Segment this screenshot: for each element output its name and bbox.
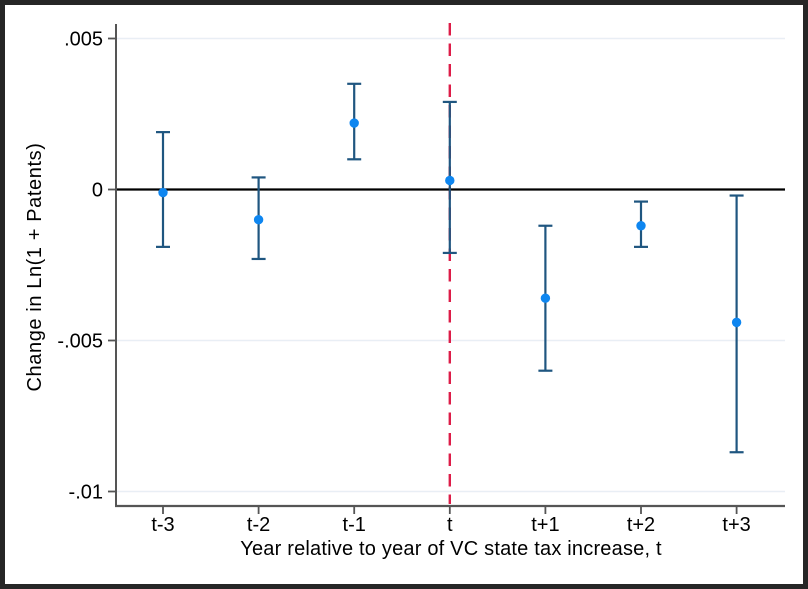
x-tick-label-0: t-3	[151, 514, 174, 536]
x-tick-label-2: t-1	[343, 514, 366, 536]
data-point-4	[540, 293, 551, 303]
data-point-1	[253, 215, 264, 225]
data-point-3	[445, 175, 455, 186]
ci-group-6	[729, 194, 744, 454]
ci-group-2	[347, 82, 362, 161]
x-tick-label-1: t-2	[247, 514, 270, 536]
ci-group-3	[442, 100, 457, 255]
y-tick-label-3: -.01	[69, 482, 103, 504]
x-tick-label-6: t+3	[722, 514, 750, 536]
ci-group-5	[634, 200, 648, 248]
ci-group-1	[251, 176, 266, 261]
x-tick-label-4: t+1	[531, 514, 559, 536]
data-point-6	[731, 317, 742, 328]
y-tick-label-2: -.005	[57, 331, 103, 353]
data-point-5	[636, 221, 646, 231]
x-axis-title: Year relative to year of VC state tax in…	[240, 538, 662, 560]
ci-group-4	[538, 224, 553, 372]
data-point-0	[158, 187, 168, 198]
y-tick-label-1: 0	[92, 180, 103, 202]
x-tick-label-5: t+2	[627, 514, 655, 536]
x-tick-label-3: t	[447, 514, 453, 536]
data-point-2	[349, 118, 359, 128]
y-axis-title: Change in Ln(1 + Patents)	[24, 142, 46, 392]
y-tick-label-0: .005	[64, 29, 103, 51]
ci-group-0	[156, 131, 170, 248]
